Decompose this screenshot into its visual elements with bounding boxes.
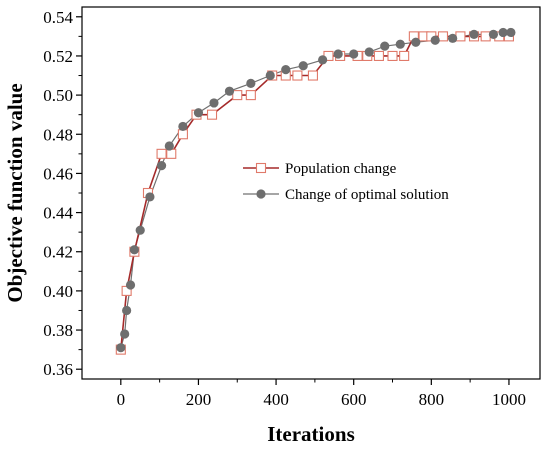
point-optimal <box>498 27 508 38</box>
x-axis: 0 200 400 600 800 1000 <box>117 379 526 409</box>
x-tick-label: 600 <box>341 390 367 409</box>
point-optimal <box>178 121 188 132</box>
point-population <box>387 50 398 61</box>
y-tick-label: 0.50 <box>43 86 73 105</box>
point-optimal <box>209 98 219 108</box>
point-optimal <box>380 41 390 51</box>
point-population <box>373 50 384 61</box>
legend-marker-population <box>255 162 267 174</box>
point-optimal <box>430 35 440 45</box>
point-optimal <box>349 49 359 59</box>
point-population <box>399 50 410 61</box>
point-optimal <box>506 27 516 38</box>
point-optimal <box>298 61 308 71</box>
point-optimal <box>448 33 458 43</box>
y-tick-label: 0.44 <box>43 204 73 223</box>
point-optimal <box>411 37 421 47</box>
point-population <box>455 31 466 42</box>
point-optimal <box>395 39 405 49</box>
point-population <box>437 31 449 42</box>
x-axis-title: Iterations <box>267 422 355 446</box>
point-optimal <box>125 280 136 290</box>
point-optimal <box>120 329 130 339</box>
y-axis-title: Objective function value <box>3 83 27 302</box>
point-optimal <box>224 86 235 96</box>
x-tick-label: 1000 <box>492 390 526 409</box>
point-optimal <box>469 29 479 40</box>
y-tick-label: 0.46 <box>43 164 73 183</box>
x-tick-label: 0 <box>117 390 126 409</box>
point-population <box>480 31 491 42</box>
point-optimal <box>116 343 126 353</box>
legend-marker-optimal <box>256 189 266 199</box>
x-tick-label: 400 <box>263 390 289 409</box>
y-tick-label: 0.48 <box>43 125 73 144</box>
y-axis: 0.36 0.38 0.40 0.42 0.44 0.46 0.48 0.50 0.52 0.54 <box>43 8 82 379</box>
point-population <box>156 148 167 159</box>
x-tick-label: 800 <box>419 390 445 409</box>
point-population <box>206 109 218 120</box>
y-tick-label: 0.36 <box>43 360 73 379</box>
y-tick-label: 0.54 <box>43 8 73 27</box>
point-optimal <box>135 225 145 235</box>
point-optimal <box>333 49 343 59</box>
legend: Population change Change of optimal solu… <box>243 161 449 203</box>
point-optimal <box>246 78 256 88</box>
point-optimal <box>122 305 132 316</box>
point-optimal <box>488 29 499 40</box>
legend-label-population: Population change <box>285 161 397 177</box>
point-optimal <box>193 108 204 118</box>
point-optimal <box>156 160 167 171</box>
point-population <box>292 70 303 81</box>
y-tick-label: 0.40 <box>43 282 73 301</box>
y-tick-label: 0.52 <box>43 47 73 66</box>
point-optimal <box>265 70 275 81</box>
point-population <box>245 90 256 101</box>
point-optimal <box>281 65 291 75</box>
point-optimal <box>145 192 155 202</box>
y-tick-label: 0.38 <box>43 321 73 340</box>
point-population <box>177 129 188 140</box>
point-population <box>232 90 243 101</box>
point-optimal <box>318 55 328 65</box>
y-tick-label: 0.42 <box>43 243 73 262</box>
point-population <box>166 148 177 159</box>
legend-label-optimal: Change of optimal solution <box>285 187 449 203</box>
x-tick-label: 200 <box>186 390 212 409</box>
point-population <box>307 70 318 81</box>
plot-marks <box>115 27 516 355</box>
point-optimal <box>129 245 139 255</box>
point-optimal <box>364 47 374 57</box>
point-optimal <box>164 141 174 151</box>
